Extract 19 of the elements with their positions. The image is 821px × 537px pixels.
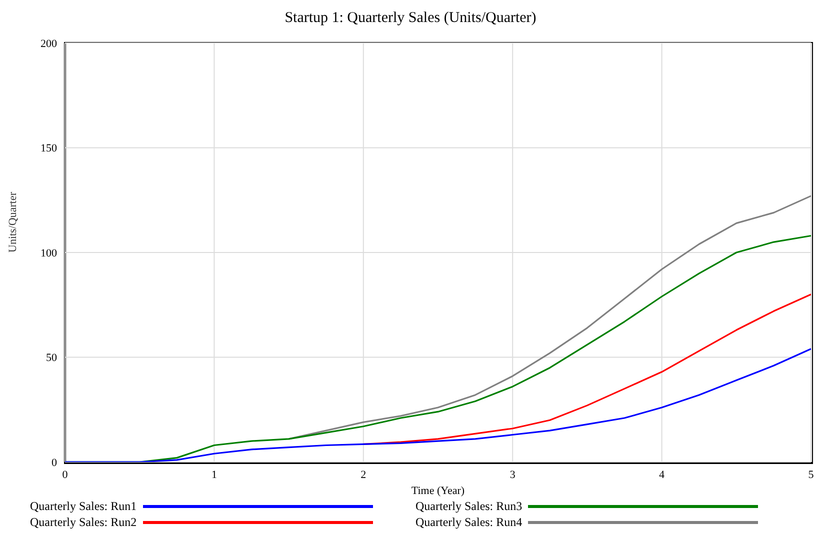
line-series: [288, 195, 811, 440]
x-tick-label: 5: [808, 468, 814, 481]
x-axis-title: Time (Year): [411, 485, 465, 497]
x-tick-label: 3: [510, 468, 516, 481]
y-axis-title: Units/Quarter: [6, 192, 19, 252]
y-tick-label: 100: [40, 247, 58, 260]
legend-label: Quarterly Sales: Run1: [30, 498, 137, 514]
x-tick-label: 4: [659, 468, 666, 481]
y-tick-label: 0: [52, 456, 58, 469]
legend-label: Quarterly Sales: Run4: [416, 514, 522, 530]
y-tick-label: 200: [40, 38, 58, 50]
chart-title: Startup 1: Quarterly Sales (Units/Quarter): [284, 10, 538, 27]
x-tick-label: 1: [211, 468, 217, 481]
legend-label: Quarterly Sales: Run2: [30, 514, 137, 530]
y-tick-label: 150: [40, 142, 58, 155]
x-tick-label: 0: [62, 468, 68, 481]
y-tick-label: 50: [46, 352, 58, 364]
legend-label: Quarterly Sales: Run3: [416, 498, 522, 514]
x-tick-label: 2: [360, 468, 366, 481]
